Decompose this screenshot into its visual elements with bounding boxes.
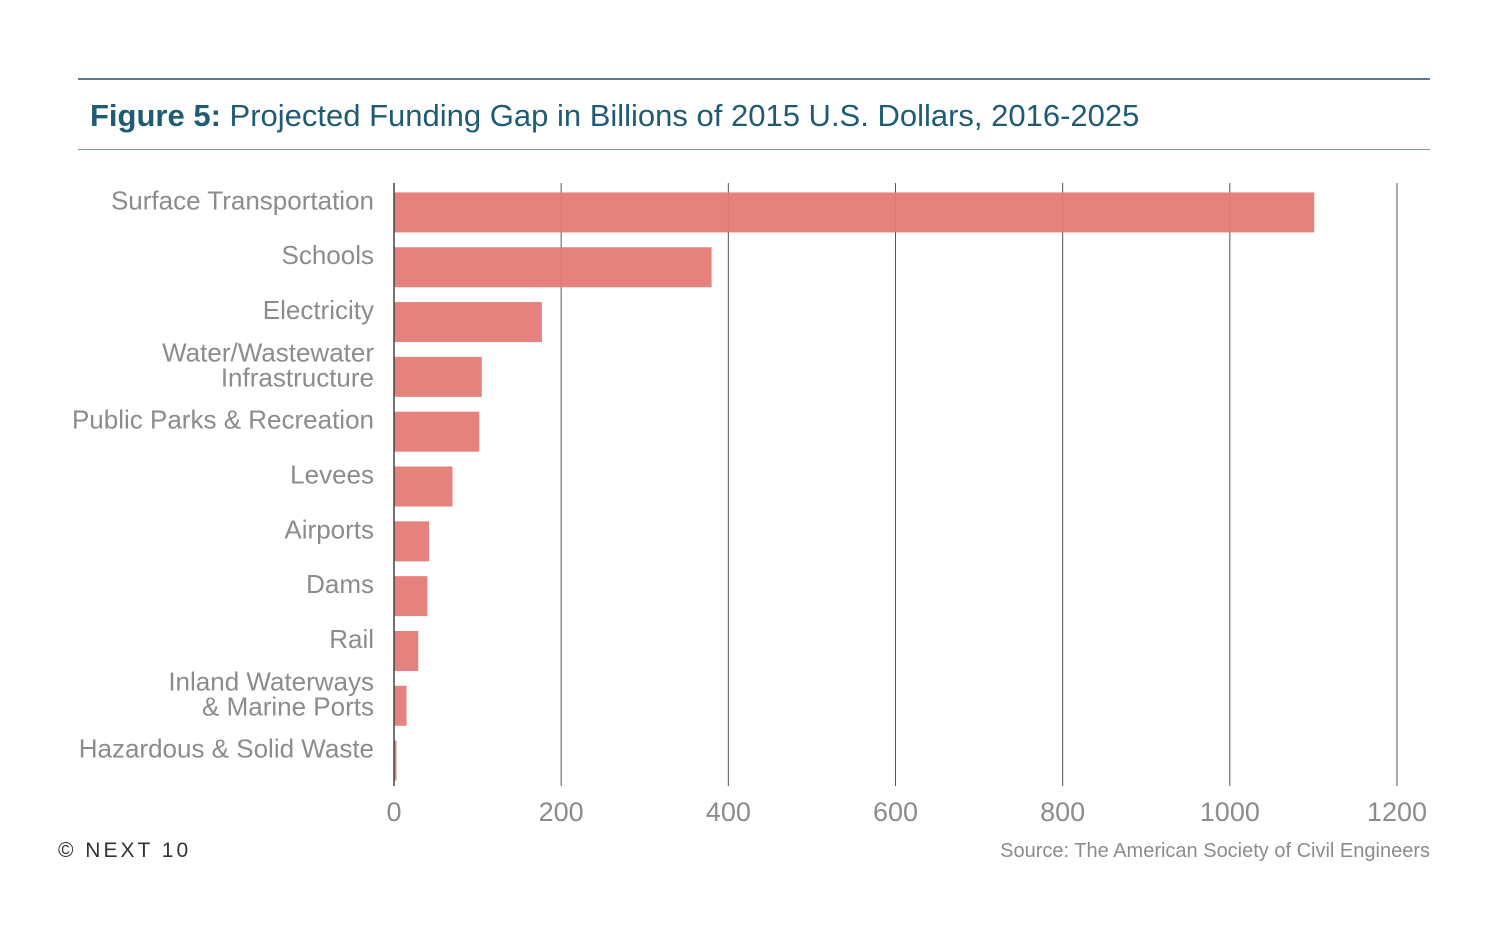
source-note: Source: The American Society of Civil En…: [1000, 840, 1430, 862]
x-tick-label-600: 600: [873, 797, 918, 827]
title-rule-top: [78, 78, 1430, 80]
category-label: Hazardous & Solid Waste: [79, 734, 374, 764]
category-label: Water/Wastewater Infrastructure: [162, 337, 374, 392]
title-rule-bottom: [78, 149, 1430, 150]
category-label-line: & Marine Ports: [202, 691, 374, 721]
category-label-line: Rail: [329, 624, 374, 654]
figure-title-text: Projected Funding Gap in Billions of 201…: [229, 98, 1140, 133]
bar-4: [394, 411, 480, 452]
category-label: Inland Waterways & Marine Ports: [168, 666, 374, 721]
category-label: Airports: [284, 514, 374, 544]
category-label: Public Parks & Recreation: [72, 405, 374, 435]
category-label-line: Airports: [284, 514, 374, 544]
bar-7: [394, 576, 428, 617]
category-label-line: Dams: [306, 569, 374, 599]
x-tick-labels: 0 200 400 600 800 1000 1200: [386, 797, 1427, 827]
category-label-line: Levees: [290, 460, 374, 490]
category-label: Rail: [329, 624, 374, 654]
bar-5: [394, 466, 453, 507]
x-tick-label-800: 800: [1040, 797, 1085, 827]
category-label: Dams: [306, 569, 374, 599]
category-label-line: Inland Waterways: [168, 666, 374, 696]
bar-6: [394, 521, 430, 562]
figure-title: Figure 5: Projected Funding Gap in Billi…: [90, 98, 1139, 134]
bar-10: [394, 740, 397, 781]
figure-label: Figure 5:: [90, 98, 221, 133]
category-label-line: Electricity: [263, 295, 374, 325]
category-label-line: Water/Wastewater: [162, 337, 374, 367]
category-label: Schools: [282, 240, 375, 270]
grid-lines: [560, 183, 1398, 786]
x-tick-label-200: 200: [539, 797, 584, 827]
category-label-line: Schools: [282, 240, 375, 270]
copyright-logo: © NEXT 10: [58, 839, 192, 862]
x-tick-label-0: 0: [386, 797, 401, 827]
bar-0: [394, 192, 1315, 233]
category-labels: Surface Transportation Schools Electricity…: [72, 185, 374, 763]
category-label-line: Surface Transportation: [111, 185, 374, 215]
bar-3: [394, 356, 482, 397]
category-label: Levees: [290, 460, 374, 490]
category-label-line: Hazardous & Solid Waste: [79, 734, 374, 764]
category-label-line: Public Parks & Recreation: [72, 405, 374, 435]
x-tick-label-400: 400: [706, 797, 751, 827]
category-label-line: Infrastructure: [221, 362, 374, 392]
bar-1: [394, 247, 712, 288]
x-tick-label-1200: 1200: [1367, 797, 1427, 827]
category-label: Surface Transportation: [111, 185, 374, 215]
x-tick-label-1000: 1000: [1200, 797, 1260, 827]
category-label: Electricity: [263, 295, 374, 325]
bars: [394, 192, 1315, 781]
bar-9: [394, 685, 407, 726]
bar-2: [394, 302, 542, 343]
bar-8: [394, 630, 419, 671]
